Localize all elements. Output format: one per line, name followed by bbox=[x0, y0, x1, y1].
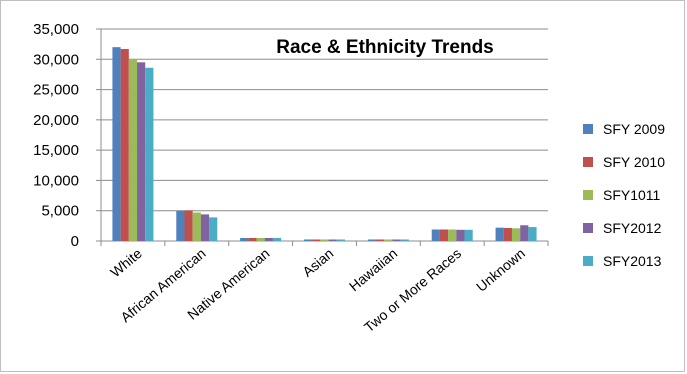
bars bbox=[112, 47, 537, 241]
y-tick-label: 20,000 bbox=[33, 112, 79, 129]
bar bbox=[400, 239, 409, 241]
legend-label: SFY 2010 bbox=[603, 154, 665, 170]
bar bbox=[392, 239, 401, 241]
bar bbox=[367, 239, 377, 241]
bar bbox=[184, 210, 193, 241]
bar bbox=[336, 239, 345, 241]
bar bbox=[304, 239, 313, 241]
legend-label: SFY 2009 bbox=[603, 121, 665, 137]
chart-title: Race & Ethnicity Trends bbox=[276, 37, 494, 58]
bar bbox=[120, 48, 129, 241]
y-tick-label: 10,000 bbox=[33, 172, 79, 189]
bar bbox=[200, 214, 210, 241]
bar bbox=[192, 212, 201, 241]
bar bbox=[328, 239, 337, 241]
axis-labels: 0 5,000 10,000 15,000 20,000 25,000 30,000 35,0… bbox=[33, 21, 528, 335]
bar bbox=[511, 228, 521, 241]
bar bbox=[456, 229, 465, 241]
legend-swatch bbox=[583, 124, 593, 134]
y-tick-label: 5,000 bbox=[41, 203, 79, 220]
bar bbox=[520, 225, 529, 241]
legend-swatch bbox=[583, 157, 593, 167]
gridlines bbox=[101, 28, 548, 212]
legend: SFY 2009 SFY 2010 SFY1011 SFY2012 SFY2013 bbox=[583, 121, 665, 269]
bar bbox=[320, 239, 329, 241]
legend-label: SFY1011 bbox=[603, 187, 661, 203]
x-category-label: Unknown bbox=[473, 245, 528, 295]
y-tick-label: 15,000 bbox=[33, 142, 79, 159]
x-category-label: White bbox=[107, 245, 145, 280]
legend-swatch bbox=[583, 190, 593, 200]
bar bbox=[312, 239, 321, 241]
bar bbox=[464, 229, 473, 241]
legend-label: SFY2012 bbox=[603, 220, 662, 236]
bar bbox=[256, 237, 265, 241]
x-category-label: Asian bbox=[299, 245, 336, 280]
axes bbox=[96, 28, 549, 246]
bar bbox=[503, 227, 512, 241]
bar bbox=[248, 237, 257, 241]
bar bbox=[448, 229, 457, 241]
bar bbox=[209, 217, 218, 241]
bar bbox=[528, 227, 537, 241]
bar bbox=[376, 239, 385, 241]
bar bbox=[431, 229, 440, 241]
bar bbox=[145, 67, 154, 241]
y-tick-label: 25,000 bbox=[33, 82, 79, 99]
y-tick-label: 0 bbox=[71, 233, 79, 250]
bar bbox=[112, 47, 121, 241]
bar bbox=[240, 237, 249, 241]
legend-swatch bbox=[583, 256, 593, 266]
legend-swatch bbox=[583, 223, 593, 233]
bar bbox=[495, 227, 504, 241]
x-category-label: Hawaiian bbox=[346, 245, 400, 294]
bar bbox=[176, 210, 185, 241]
legend-label: SFY2013 bbox=[603, 253, 662, 269]
bar bbox=[384, 239, 393, 241]
y-tick-label: 35,000 bbox=[33, 21, 79, 38]
bar bbox=[128, 59, 138, 241]
bar bbox=[264, 237, 273, 241]
bar bbox=[439, 229, 449, 241]
bar bbox=[272, 237, 282, 241]
y-tick-label: 30,000 bbox=[33, 51, 79, 68]
bar bbox=[137, 62, 146, 241]
